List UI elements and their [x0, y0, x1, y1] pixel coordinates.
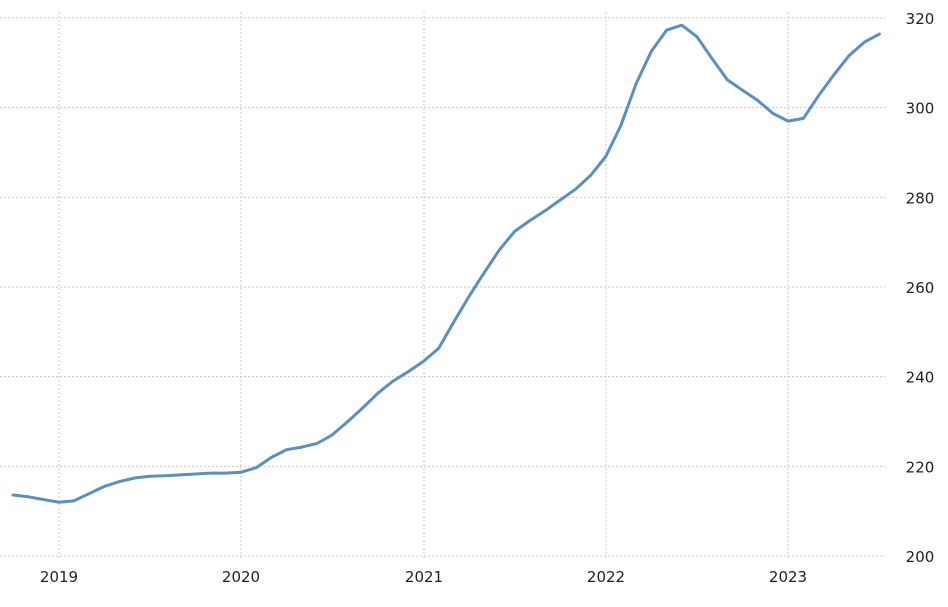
- data-point: [558, 198, 562, 202]
- y-tick-label: 280: [906, 189, 935, 207]
- data-point: [224, 471, 228, 475]
- x-axis: 2019 2020 2021 2022 2023: [40, 568, 807, 586]
- y-tick-label: 260: [906, 279, 935, 297]
- data-point: [437, 346, 441, 350]
- data-point: [41, 498, 45, 502]
- data-point: [543, 209, 547, 213]
- y-tick-label: 200: [906, 548, 935, 566]
- data-point: [102, 485, 106, 489]
- data-point: [87, 492, 91, 496]
- x-tick-label: 2019: [40, 568, 78, 586]
- data-point: [604, 155, 608, 159]
- y-tick-label: 220: [906, 458, 935, 476]
- data-point: [786, 119, 790, 123]
- data-point: [634, 82, 638, 86]
- series-layer: [11, 23, 881, 504]
- y-axis: 200 220 240 260 280 300 320: [906, 10, 935, 566]
- data-point: [847, 54, 851, 58]
- data-point: [406, 370, 410, 374]
- data-point: [11, 493, 15, 497]
- x-tick-label: 2023: [769, 568, 807, 586]
- data-point: [421, 359, 425, 363]
- data-point: [239, 470, 243, 474]
- data-point: [285, 448, 289, 452]
- data-point: [725, 78, 729, 82]
- data-point: [467, 294, 471, 298]
- data-point: [771, 112, 775, 116]
- data-point: [680, 23, 684, 27]
- y-tick-label: 300: [906, 100, 935, 118]
- data-point: [619, 123, 623, 127]
- data-point: [649, 49, 653, 53]
- data-point: [832, 73, 836, 77]
- data-point: [361, 406, 365, 410]
- data-point: [862, 40, 866, 44]
- data-point: [817, 94, 821, 98]
- data-point: [133, 476, 137, 480]
- data-point: [877, 32, 881, 36]
- data-point: [209, 471, 213, 475]
- data-point: [756, 99, 760, 103]
- data-point: [254, 466, 258, 470]
- data-point: [269, 455, 273, 459]
- data-point: [665, 28, 669, 32]
- data-point: [178, 473, 182, 477]
- data-point: [391, 379, 395, 383]
- data-point: [193, 472, 197, 476]
- data-point: [452, 320, 456, 324]
- data-point: [573, 187, 577, 191]
- y-tick-label: 240: [906, 369, 935, 387]
- data-point: [300, 445, 304, 449]
- data-point: [330, 433, 334, 437]
- data-point: [72, 499, 76, 503]
- data-point: [57, 500, 61, 504]
- x-tick-label: 2022: [587, 568, 625, 586]
- data-point: [741, 88, 745, 92]
- data-point: [26, 495, 30, 499]
- series-line: [11, 23, 881, 504]
- data-point: [482, 271, 486, 275]
- data-point: [528, 219, 532, 223]
- x-tick-label: 2020: [222, 568, 260, 586]
- data-point: [148, 474, 152, 478]
- x-tick-label: 2021: [405, 568, 443, 586]
- data-point: [497, 248, 501, 252]
- data-point: [589, 173, 593, 177]
- data-point: [695, 35, 699, 39]
- data-point: [801, 116, 805, 120]
- data-point: [345, 420, 349, 424]
- data-point: [315, 442, 319, 446]
- data-point: [163, 474, 167, 478]
- data-point: [117, 480, 121, 484]
- y-tick-label: 320: [906, 10, 935, 28]
- data-point: [710, 57, 714, 61]
- data-point: [376, 391, 380, 395]
- grid: [0, 12, 885, 560]
- data-point: [513, 229, 517, 233]
